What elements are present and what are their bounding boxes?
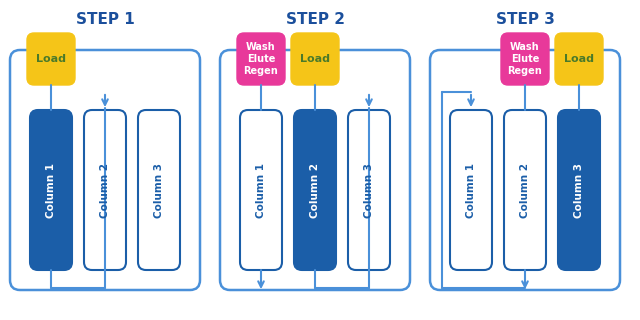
FancyBboxPatch shape <box>291 33 339 85</box>
Text: Column 2: Column 2 <box>310 163 320 218</box>
Text: Load: Load <box>300 54 330 64</box>
Text: Column 1: Column 1 <box>256 163 266 218</box>
FancyBboxPatch shape <box>10 50 200 290</box>
Text: STEP 3: STEP 3 <box>495 12 554 28</box>
FancyBboxPatch shape <box>237 33 285 85</box>
Text: Column 2: Column 2 <box>100 163 110 218</box>
FancyBboxPatch shape <box>240 110 282 270</box>
Text: Column 1: Column 1 <box>466 163 476 218</box>
FancyBboxPatch shape <box>27 33 75 85</box>
Text: Column 3: Column 3 <box>154 163 164 218</box>
FancyBboxPatch shape <box>558 110 600 270</box>
FancyBboxPatch shape <box>450 110 492 270</box>
Text: Column 1: Column 1 <box>46 163 56 218</box>
Text: STEP 2: STEP 2 <box>285 12 344 28</box>
Text: Wash
Elute
Regen: Wash Elute Regen <box>244 42 278 76</box>
Text: Wash
Elute
Regen: Wash Elute Regen <box>508 42 542 76</box>
Text: Column 2: Column 2 <box>520 163 530 218</box>
FancyBboxPatch shape <box>220 50 410 290</box>
FancyBboxPatch shape <box>294 110 336 270</box>
Text: STEP 1: STEP 1 <box>76 12 134 28</box>
FancyBboxPatch shape <box>504 110 546 270</box>
FancyBboxPatch shape <box>138 110 180 270</box>
FancyBboxPatch shape <box>30 110 72 270</box>
FancyBboxPatch shape <box>430 50 620 290</box>
FancyBboxPatch shape <box>501 33 549 85</box>
FancyBboxPatch shape <box>348 110 390 270</box>
Text: Column 3: Column 3 <box>574 163 584 218</box>
FancyBboxPatch shape <box>84 110 126 270</box>
Text: Column 3: Column 3 <box>364 163 374 218</box>
Text: Load: Load <box>36 54 66 64</box>
Text: Load: Load <box>564 54 594 64</box>
FancyBboxPatch shape <box>555 33 603 85</box>
